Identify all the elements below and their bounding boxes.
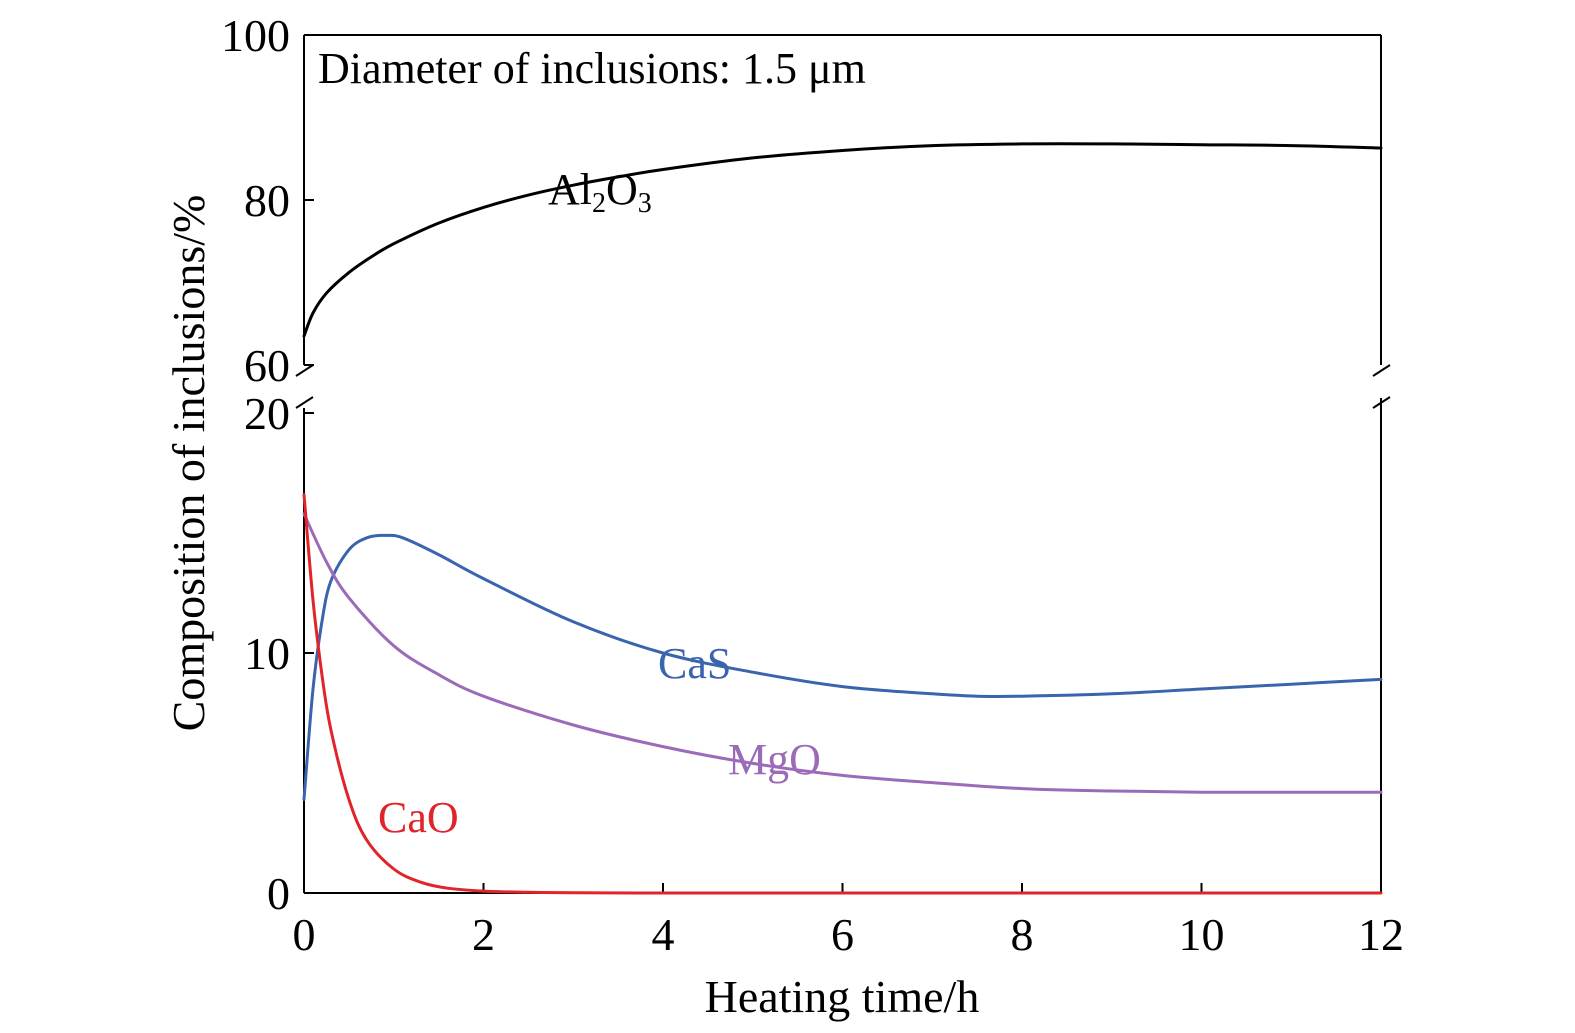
series-line-cas [302, 533, 1383, 801]
y-upper-tick-label-0: 60 [244, 340, 290, 391]
series-label-cas: CaS [658, 639, 731, 688]
right-axis-break-mark [1372, 364, 1391, 409]
al2o3-label-base: Al [548, 165, 592, 214]
al2o3-label-sub-3: 3 [638, 188, 652, 219]
y-lower-tick-label-2: 20 [244, 388, 290, 439]
series-line-al-o [302, 142, 1383, 338]
series-line-mgo [302, 512, 1383, 794]
inclusion-diameter-annotation: Diameter of inclusions: 1.5 μm [318, 44, 866, 93]
x-tick-label-5: 10 [1179, 909, 1225, 960]
series-label-mgo: MgO [728, 735, 821, 784]
y-lower-tick-label-1: 10 [244, 628, 290, 679]
y-upper-tick-label-2: 100 [221, 10, 290, 61]
x-tick-label-1: 2 [472, 909, 495, 960]
x-tick-label-3: 6 [831, 909, 854, 960]
y-lower-tick-label-0: 0 [267, 868, 290, 919]
y-axis-title: Composition of inclusions/% [163, 195, 214, 732]
series-label-al2o3: Al2O3 [548, 165, 652, 219]
x-tick-label-0: 0 [293, 909, 316, 960]
series-label-cao: CaO [378, 793, 459, 842]
al2o3-label-mid: O [606, 165, 638, 214]
series-line-cao [302, 493, 1383, 895]
left-axis-break-mark [295, 364, 314, 409]
x-axis-title: Heating time/h [705, 971, 980, 1022]
x-tick-label-4: 8 [1011, 909, 1034, 960]
y-upper-tick-label-1: 80 [244, 175, 290, 226]
x-tick-label-2: 4 [652, 909, 675, 960]
al2o3-label-sub-2: 2 [592, 188, 606, 219]
x-tick-label-6: 12 [1358, 909, 1404, 960]
